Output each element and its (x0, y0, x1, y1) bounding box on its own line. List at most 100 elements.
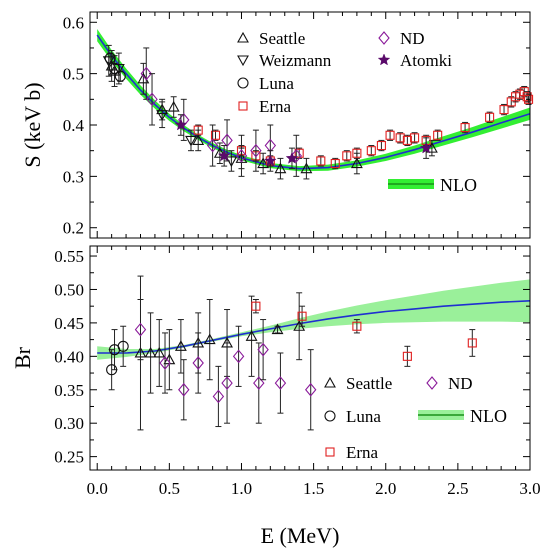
data-point (192, 356, 204, 370)
y-tick-label: 0.45 (54, 314, 84, 333)
data-point (117, 340, 129, 352)
legend-item-luna: Luna (237, 74, 294, 93)
y-tick-label: 0.2 (63, 219, 84, 238)
legend-item-seattle: Seattle (237, 29, 305, 48)
legend-item-seattle: Seattle (324, 374, 392, 393)
x-tick-label: 3.0 (519, 479, 540, 498)
data-point (104, 52, 116, 64)
legend-label: Seattle (346, 374, 392, 393)
x-tick-label: 2.5 (447, 479, 468, 498)
plot-frame (89, 11, 531, 239)
data-point (294, 148, 304, 158)
data-point (235, 148, 248, 163)
data-point (245, 330, 258, 341)
legend-marker (325, 447, 335, 457)
data-point (485, 112, 495, 122)
x-axis-label: E (MeV) (261, 523, 340, 548)
legend-item-atomki: Atomki (377, 51, 452, 70)
legend-marker (237, 55, 249, 67)
data-point (178, 382, 190, 397)
data-point (274, 162, 287, 174)
data-point (114, 70, 126, 82)
data-point (290, 148, 303, 163)
data-point (316, 156, 326, 166)
data-point (352, 321, 362, 331)
legend-label: Erna (259, 97, 292, 116)
legend-marker (426, 376, 438, 390)
data-point (140, 66, 152, 81)
legend-item-nlo: NLO (418, 406, 507, 426)
y-tick-label: 0.50 (54, 280, 84, 299)
data-point (174, 340, 187, 351)
data-point (402, 135, 412, 145)
series-erna (251, 298, 477, 367)
data-point (210, 130, 221, 140)
data-point (159, 356, 171, 370)
data-point (213, 147, 226, 158)
legend-label: Atomki (400, 51, 452, 70)
data-point (467, 338, 477, 348)
y-axis-label: S (keV b) (20, 82, 45, 167)
y-tick-label: 0.40 (54, 347, 84, 366)
data-point (257, 342, 269, 357)
x-tick-label: 1.0 (231, 479, 252, 498)
legend: Seattle Weizmann Luna Erna ND Atomki NLO (237, 29, 477, 195)
data-point (156, 110, 169, 121)
data-point (174, 118, 188, 131)
series-nd (134, 298, 317, 431)
data-point (112, 63, 125, 75)
data-point (193, 125, 203, 135)
data-point (385, 130, 395, 140)
data-point (206, 138, 219, 153)
data-point (144, 346, 157, 358)
data-point (217, 149, 231, 162)
data-point (253, 376, 265, 390)
y-axis-label: Br (10, 346, 35, 369)
data-point (167, 100, 180, 112)
legend-item-weizmann: Weizmann (237, 51, 332, 70)
data-point (251, 301, 261, 311)
data-point (499, 105, 509, 115)
data-point (350, 157, 363, 169)
x-tick-label: 2.0 (375, 479, 396, 498)
y-tick-label: 0.5 (63, 65, 84, 84)
data-point (271, 323, 284, 335)
legend-marker (324, 376, 336, 388)
s-factor-panel: 0.2 0.3 0.4 0.5 0.6 S (keV b) Seattle Weizmann L… (20, 11, 534, 239)
data-point (212, 389, 225, 404)
data-point (257, 157, 270, 169)
legend-marker (237, 31, 249, 43)
data-point (330, 158, 340, 169)
legend-marker (324, 410, 336, 422)
legend-label: ND (448, 374, 473, 393)
y-tick-label: 0.6 (63, 13, 84, 32)
data-point (433, 130, 443, 140)
legend-label: Seattle (259, 29, 305, 48)
data-point (203, 333, 216, 345)
series-luna (104, 52, 126, 82)
data-point (274, 376, 287, 390)
legend-label: Luna (346, 407, 381, 426)
y-tick-label: 0.35 (54, 381, 84, 400)
legend-item-nd: ND (426, 374, 473, 393)
branching-ratio-panel: 0.25 0.30 0.35 0.40 0.45 0.50 0.55 0.0 0.5 1.0 1.5… (10, 245, 540, 498)
plot-frame (89, 245, 531, 471)
legend-label: NLO (440, 175, 477, 195)
data-point (108, 62, 121, 75)
y-tick-label: 0.25 (54, 448, 84, 467)
y-tick-label: 0.3 (63, 167, 84, 186)
data-point (352, 148, 362, 158)
nlo-band (97, 279, 530, 360)
legend-item-erna: Erna (325, 443, 379, 462)
data-point (342, 151, 352, 161)
data-point (221, 133, 233, 148)
data-point (134, 322, 147, 337)
data-point (419, 141, 433, 154)
data-point (297, 311, 307, 321)
legend-label: Weizmann (259, 51, 332, 70)
data-point (366, 146, 376, 156)
data-point (524, 94, 534, 104)
data-point (185, 135, 197, 147)
data-point (300, 162, 313, 174)
data-point (285, 151, 299, 164)
